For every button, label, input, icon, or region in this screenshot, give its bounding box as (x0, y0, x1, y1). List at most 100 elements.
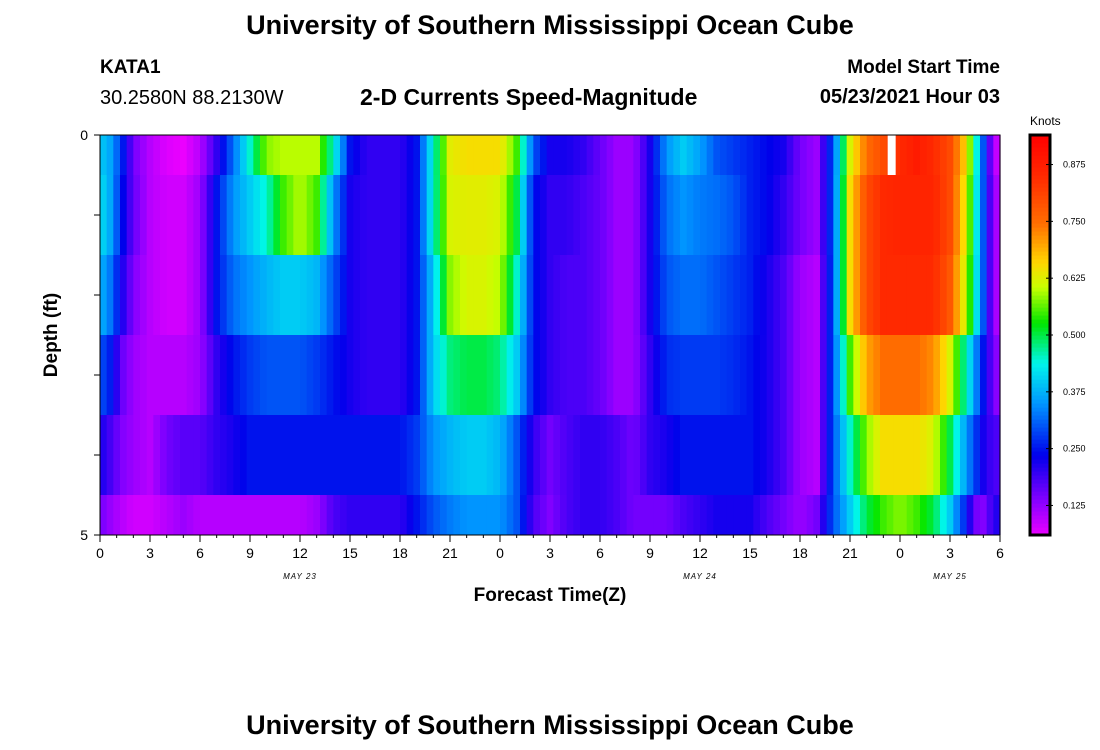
heatmap-cell (953, 415, 961, 495)
heatmap-cell (966, 415, 974, 495)
heatmap-cell (613, 335, 621, 415)
colorbar-segment (1030, 495, 1050, 500)
colorbar-segment (1030, 211, 1050, 216)
heatmap-cell (120, 135, 128, 175)
heatmap-cell (746, 335, 754, 415)
heatmap-cell (286, 255, 294, 335)
heatmap-cell (286, 495, 294, 535)
heatmap-cell (713, 495, 721, 535)
heatmap-cell (306, 495, 314, 535)
heatmap-cell (520, 495, 528, 535)
heatmap-cell (480, 415, 488, 495)
heatmap-cell (246, 495, 254, 535)
heatmap-cell (913, 255, 921, 335)
heatmap-cell (360, 495, 368, 535)
colorbar-segment (1030, 515, 1050, 520)
heatmap-cell (940, 415, 948, 495)
colorbar-segment (1030, 483, 1050, 488)
heatmap-cell (366, 495, 374, 535)
colorbar-segment (1030, 471, 1050, 476)
heatmap-cell (333, 175, 341, 255)
heatmap-cell (393, 255, 401, 335)
heatmap-cell (713, 255, 721, 335)
heatmap-cell (866, 335, 874, 415)
heatmap-cell (340, 335, 348, 415)
heatmap-cell (246, 175, 254, 255)
heatmap-cell (433, 415, 441, 495)
heatmap-cell (286, 135, 294, 175)
heatmap-cell (126, 135, 134, 175)
heatmap-cell (540, 135, 548, 175)
heatmap-cell (100, 135, 108, 175)
heatmap-cell (620, 135, 628, 175)
heatmap-cell (480, 495, 488, 535)
colorbar-segment (1030, 263, 1050, 268)
colorbar-segment (1030, 331, 1050, 336)
heatmap-cell (706, 335, 714, 415)
heatmap-cell (206, 415, 214, 495)
heatmap-cell (926, 335, 934, 415)
heatmap-cell (233, 495, 241, 535)
heatmap-cell (553, 495, 561, 535)
heatmap-cell (653, 175, 661, 255)
colorbar-segment (1030, 187, 1050, 192)
heatmap-cell (686, 415, 694, 495)
heatmap-cell (500, 175, 508, 255)
heatmap-cell (240, 415, 248, 495)
heatmap-cell (220, 135, 228, 175)
heatmap-cell (306, 175, 314, 255)
colorbar-segment (1030, 239, 1050, 244)
heatmap-cell (460, 495, 468, 535)
heatmap-cell (553, 335, 561, 415)
heatmap-cell (300, 495, 308, 535)
heatmap-cell (660, 495, 668, 535)
colorbar-segment (1030, 395, 1050, 400)
heatmap-cell (420, 335, 428, 415)
colorbar-segment (1030, 415, 1050, 420)
heatmap-cell (573, 175, 581, 255)
heatmap-cell (600, 175, 608, 255)
heatmap-cell (506, 335, 514, 415)
heatmap-cell (900, 255, 908, 335)
heatmap-cell (753, 335, 761, 415)
heatmap-cell (300, 135, 308, 175)
heatmap-cell (220, 335, 228, 415)
heatmap-cell (353, 255, 361, 335)
heatmap-cell (633, 175, 641, 255)
heatmap-cell (893, 495, 901, 535)
heatmap-cell (406, 335, 414, 415)
model-start-time: 05/23/2021 Hour 03 (819, 86, 1000, 108)
top-title: University of Southern Mississippi Ocean… (246, 10, 854, 40)
colorbar-segment (1030, 179, 1050, 184)
heatmap-cell (233, 335, 241, 415)
colorbar-segment (1030, 367, 1050, 372)
heatmap-cell (473, 495, 481, 535)
heatmap-cell (533, 255, 541, 335)
heatmap-cell (693, 415, 701, 495)
heatmap-cell (700, 255, 708, 335)
heatmap-cell (433, 255, 441, 335)
heatmap-cell (586, 335, 594, 415)
heatmap-cell (206, 175, 214, 255)
heatmap-cell (173, 335, 181, 415)
heatmap-cell (760, 415, 768, 495)
heatmap-cell (506, 415, 514, 495)
heatmap-cell (840, 255, 848, 335)
heatmap-cell (740, 335, 748, 415)
heatmap-cell (886, 255, 894, 335)
heatmap-cell (813, 255, 821, 335)
heatmap-cell (533, 335, 541, 415)
heatmap-cell (900, 335, 908, 415)
heatmap-cell (306, 335, 314, 415)
heatmap-cell (873, 335, 881, 415)
colorbar-segment (1030, 235, 1050, 240)
heatmap-cell (113, 175, 121, 255)
heatmap-cell (800, 495, 808, 535)
heatmap-cell (513, 415, 521, 495)
heatmap-cell (600, 135, 608, 175)
heatmap-cell (520, 135, 528, 175)
heatmap-cell (266, 175, 274, 255)
heatmap-cell (140, 135, 148, 175)
heatmap-cell (726, 135, 734, 175)
heatmap-cell (473, 415, 481, 495)
